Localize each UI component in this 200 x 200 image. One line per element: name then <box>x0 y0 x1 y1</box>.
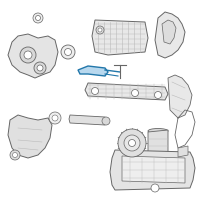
Polygon shape <box>78 66 108 76</box>
Circle shape <box>49 112 61 124</box>
Circle shape <box>24 51 32 59</box>
Circle shape <box>36 16 40 21</box>
Circle shape <box>96 26 104 34</box>
Circle shape <box>124 135 140 151</box>
Polygon shape <box>162 20 176 44</box>
Circle shape <box>33 13 43 23</box>
Circle shape <box>98 28 102 32</box>
Circle shape <box>64 48 72 55</box>
Circle shape <box>10 150 20 160</box>
Circle shape <box>118 129 146 157</box>
Polygon shape <box>155 12 185 58</box>
Polygon shape <box>122 156 185 183</box>
Circle shape <box>132 90 138 97</box>
Polygon shape <box>69 115 106 125</box>
Polygon shape <box>8 34 58 78</box>
Polygon shape <box>8 115 52 158</box>
Circle shape <box>151 184 159 192</box>
Circle shape <box>34 62 46 74</box>
Circle shape <box>102 117 110 125</box>
Circle shape <box>61 45 75 59</box>
Circle shape <box>20 47 36 63</box>
Polygon shape <box>85 83 168 100</box>
Polygon shape <box>110 150 195 190</box>
Circle shape <box>154 92 162 98</box>
Polygon shape <box>168 75 192 118</box>
Circle shape <box>92 88 98 95</box>
Ellipse shape <box>148 160 168 166</box>
Circle shape <box>37 65 43 71</box>
Circle shape <box>52 115 58 121</box>
Circle shape <box>12 152 18 158</box>
Ellipse shape <box>148 129 168 134</box>
Polygon shape <box>92 20 148 55</box>
Polygon shape <box>148 130 168 164</box>
Circle shape <box>128 140 136 146</box>
Polygon shape <box>178 146 188 157</box>
